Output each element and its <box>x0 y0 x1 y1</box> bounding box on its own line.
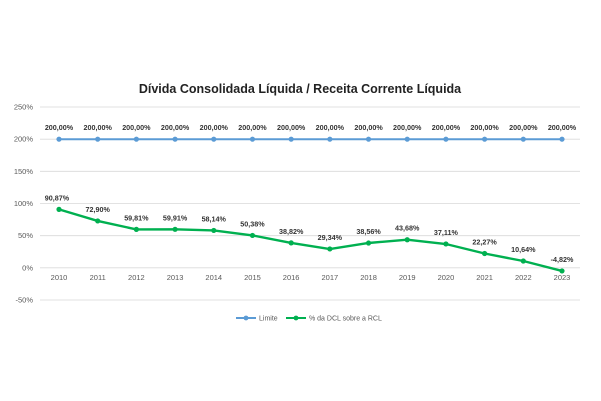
x-tick-label: 2019 <box>399 273 416 282</box>
data-point <box>404 136 410 142</box>
data-point <box>211 227 217 234</box>
data-point <box>365 136 372 142</box>
data-point <box>559 136 565 142</box>
data-point <box>482 136 488 142</box>
series-line <box>58 208 563 273</box>
data-label: 59,91% <box>163 213 188 222</box>
y-tick-label: 0% <box>22 263 33 272</box>
data-point <box>211 136 217 142</box>
data-label: 50,38% <box>240 219 265 228</box>
data-point <box>56 206 62 212</box>
x-tick-label: 2018 <box>360 273 377 282</box>
data-point <box>95 218 101 224</box>
data-label: 200,00% <box>84 123 113 132</box>
series-group <box>56 136 565 274</box>
x-tick-label: 2016 <box>283 273 300 282</box>
x-tick-label: 2022 <box>515 273 532 282</box>
data-point <box>365 240 372 246</box>
x-tick-label: 2023 <box>554 273 571 282</box>
data-labels: 200,00% 200,00% 200,00% 200,00% 200,00% 200,0… <box>45 123 577 264</box>
x-tick-label: 2014 <box>205 273 222 282</box>
data-point <box>443 136 449 142</box>
data-label: 200,00% <box>432 123 461 132</box>
x-tick-label: 2020 <box>438 273 455 282</box>
y-tick-label: 250% <box>14 103 34 112</box>
data-point <box>172 226 178 232</box>
data-label: 200,00% <box>470 123 499 132</box>
data-label: 10,64% <box>511 245 536 254</box>
data-point <box>288 240 294 246</box>
legend-swatch-marker <box>243 315 249 321</box>
data-label: 58,14% <box>202 214 227 223</box>
data-label: 29,34% <box>318 233 343 242</box>
x-tick-label: 2015 <box>244 273 261 282</box>
data-label: 200,00% <box>509 123 538 132</box>
data-point <box>482 250 488 257</box>
data-label: 59,81% <box>124 213 149 222</box>
data-label: 200,00% <box>45 123 74 132</box>
y-tick-label: -50% <box>15 296 33 305</box>
x-tick-label: 2011 <box>90 273 106 282</box>
y-tick-label: 200% <box>14 135 34 144</box>
data-point <box>249 232 256 239</box>
y-axis-ticks: -50% 0% 50% 100% 150% 200% 250% <box>14 103 34 305</box>
data-label: 200,00% <box>354 123 383 132</box>
x-tick-label: 2012 <box>128 273 145 282</box>
legend-label: % da DCL sobre a RCL <box>309 316 382 323</box>
data-label: 38,56% <box>356 227 381 236</box>
y-tick-label: 50% <box>18 231 33 240</box>
data-point <box>327 136 333 142</box>
data-label: 90,87% <box>45 193 70 202</box>
y-tick-label: 100% <box>14 199 34 208</box>
x-axis-ticks: 2010 2011 2012 2013 2014 2015 2016 2017 2018 2019… <box>51 273 571 282</box>
data-label: 200,00% <box>548 123 577 132</box>
data-point <box>520 136 526 142</box>
data-point <box>133 136 139 142</box>
data-point <box>443 241 449 247</box>
chart-title: Dívida Consolidada Líquida / Receita Cor… <box>139 82 462 96</box>
y-tick-label: 150% <box>14 167 34 176</box>
x-tick-label: 2017 <box>322 273 339 282</box>
data-point <box>327 246 333 252</box>
legend: Limite % da DCL sobre a RCL <box>236 316 382 323</box>
data-label: 72,90% <box>85 205 110 214</box>
legend-label: Limite <box>259 316 278 323</box>
data-point <box>249 136 256 142</box>
data-point <box>559 268 565 274</box>
data-label: 43,68% <box>395 224 420 233</box>
data-label: 200,00% <box>238 123 267 132</box>
data-label: 200,00% <box>122 123 151 132</box>
x-tick-label: 2013 <box>167 273 184 282</box>
data-label: 37,11% <box>434 228 459 237</box>
data-label: -4,82% <box>551 255 574 264</box>
data-point <box>520 258 526 264</box>
data-point <box>288 136 294 142</box>
data-label: 22,27% <box>472 238 497 247</box>
x-tick-label: 2010 <box>51 273 68 282</box>
data-point <box>172 136 178 142</box>
x-tick-label: 2021 <box>476 273 493 282</box>
data-label: 200,00% <box>393 123 422 132</box>
legend-swatch-marker <box>293 315 299 321</box>
data-label: 200,00% <box>161 123 190 132</box>
data-point <box>404 237 410 243</box>
data-point <box>95 136 101 142</box>
gridlines <box>40 106 580 301</box>
data-label: 200,00% <box>277 123 306 132</box>
data-point <box>56 136 62 142</box>
data-point <box>133 226 139 232</box>
data-label: 200,00% <box>200 123 229 132</box>
data-label: 38,82% <box>279 227 304 236</box>
data-label: 200,00% <box>316 123 345 132</box>
